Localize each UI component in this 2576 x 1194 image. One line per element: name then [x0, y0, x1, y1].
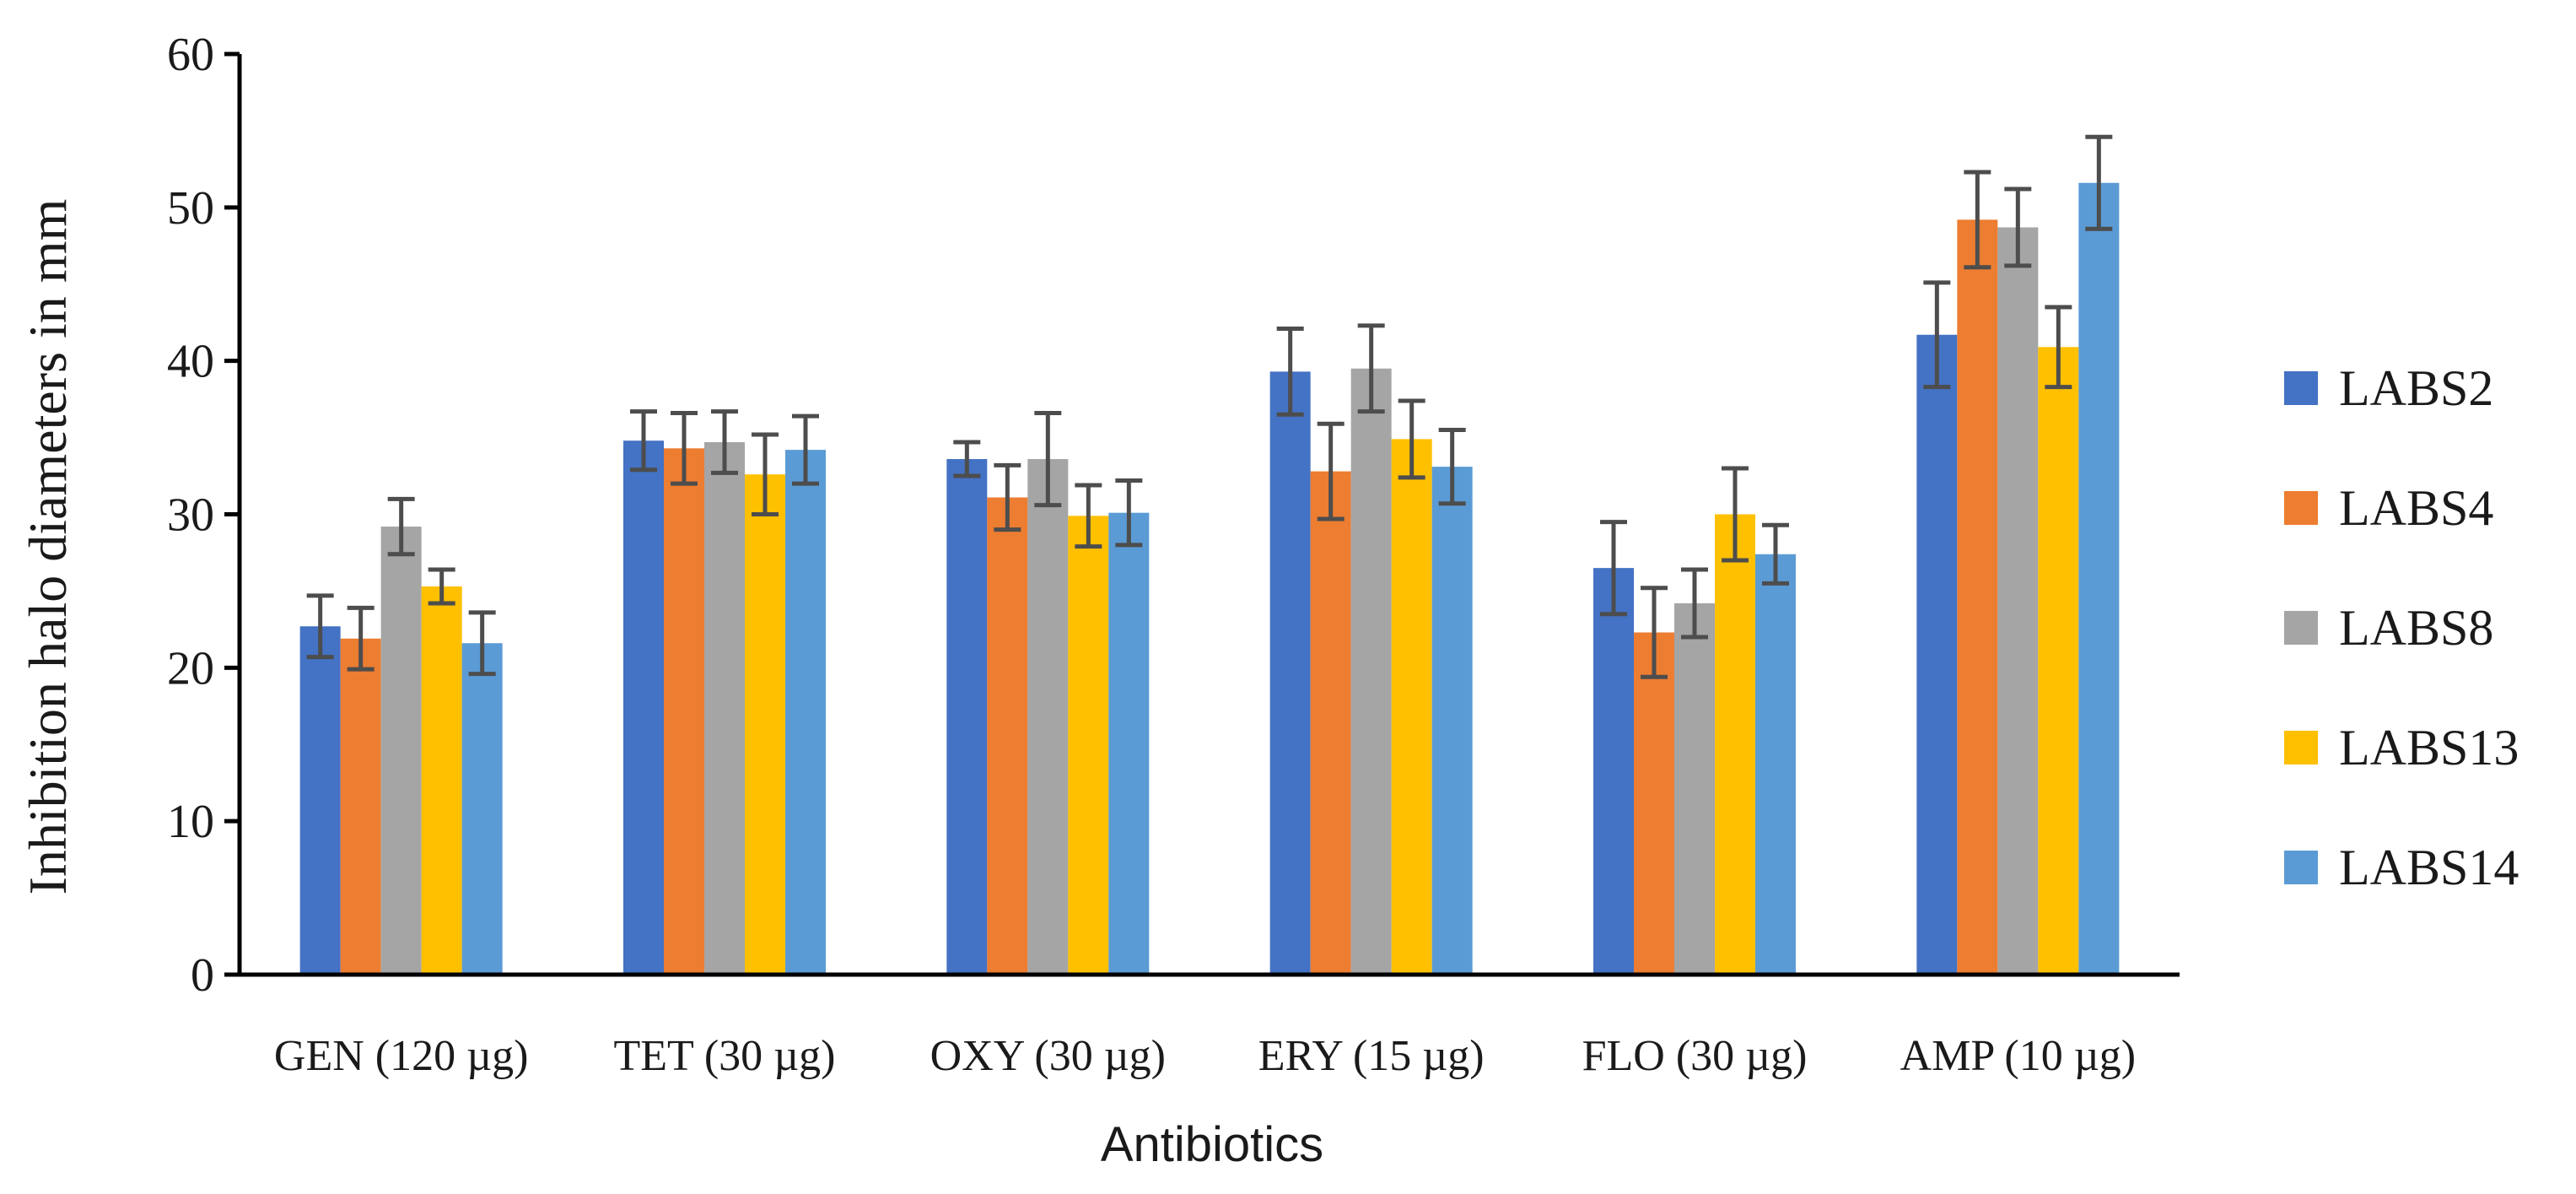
bar-labs13-3: [1068, 516, 1109, 975]
bar-labs8-1: [380, 527, 422, 975]
error-bar-labs13-4: [1398, 398, 1425, 480]
error-bar-labs14-3: [1115, 478, 1143, 548]
error-bar-labs2-6: [1923, 280, 1951, 390]
bars-layer: [299, 182, 2120, 975]
legend-label: LABS13: [2339, 720, 2519, 775]
bar-labs13-1: [421, 586, 462, 975]
y-tick-label: 50: [167, 182, 214, 235]
x-tick-label: TET (30 µg): [614, 1032, 836, 1080]
legend-swatch: [2284, 851, 2318, 884]
bar-labs14-6: [2078, 182, 2120, 975]
error-bars-layer: [306, 134, 2113, 679]
error-bar-labs14-5: [1762, 522, 1789, 586]
bar-labs13-6: [2038, 347, 2079, 975]
y-tick-label: 0: [191, 949, 214, 1002]
y-tick-label: 60: [167, 29, 214, 81]
y-tick-label: 30: [167, 489, 214, 542]
x-axis-title: Antibiotics: [1101, 1117, 1323, 1172]
error-bar-labs4-1: [347, 605, 375, 672]
error-bar-labs2-3: [953, 440, 981, 478]
bar-labs8-5: [1674, 602, 1715, 975]
x-tick-label: AMP (10 µg): [1900, 1032, 2136, 1080]
bar-labs2-4: [1269, 371, 1311, 975]
bar-labs14-5: [1755, 554, 1796, 975]
legend-item-labs13: LABS13: [2284, 720, 2519, 775]
bar-labs4-2: [664, 448, 704, 975]
bar-labs4-3: [987, 497, 1028, 975]
tick-labels-layer: GEN (120 µg) TET (30 µg) OXY (30 µg) ERY (1…: [167, 29, 2136, 1080]
error-bar-labs13-3: [1075, 483, 1102, 549]
error-bar-labs4-5: [1641, 586, 1668, 679]
error-bar-labs8-1: [387, 496, 415, 557]
bar-labs8-6: [1997, 227, 2039, 975]
bar-labs14-1: [461, 643, 503, 975]
error-bar-labs2-2: [630, 409, 657, 473]
bar-labs13-5: [1715, 514, 1755, 975]
legend-label: LABS8: [2339, 600, 2493, 656]
error-bar-labs14-4: [1438, 427, 1466, 506]
bar-labs2-2: [623, 440, 664, 975]
legend-label: LABS2: [2339, 360, 2493, 416]
error-bar-labs2-1: [306, 593, 334, 660]
error-bar-labs2-5: [1600, 520, 1627, 617]
error-bar-labs8-5: [1681, 567, 1708, 640]
legend-label: LABS14: [2339, 840, 2519, 895]
bar-labs2-5: [1593, 568, 1634, 975]
bar-labs4-5: [1634, 632, 1674, 975]
bar-labs14-3: [1108, 512, 1150, 975]
legend-swatch: [2284, 731, 2318, 764]
error-bar-labs4-6: [1964, 170, 1991, 270]
bar-labs4-1: [340, 638, 381, 975]
x-tick-label: FLO (30 µg): [1582, 1032, 1808, 1080]
bar-labs2-1: [299, 626, 341, 975]
legend-item-labs2: LABS2: [2284, 360, 2493, 416]
error-bar-labs13-6: [2045, 305, 2072, 390]
bar-labs8-3: [1027, 459, 1069, 975]
axes-layer: [224, 51, 2180, 977]
error-bar-labs14-6: [2085, 134, 2113, 231]
legend-item-labs8: LABS8: [2284, 600, 2493, 656]
bar-labs8-2: [704, 442, 745, 975]
error-bar-labs13-1: [428, 567, 455, 606]
y-tick-label: 40: [167, 336, 214, 388]
bar-labs2-6: [1916, 334, 1958, 975]
x-tick-label: ERY (15 µg): [1258, 1032, 1485, 1080]
bar-labs8-4: [1350, 368, 1392, 975]
legend-item-labs14: LABS14: [2284, 840, 2519, 895]
legend-swatch: [2284, 491, 2318, 525]
bar-labs13-4: [1391, 439, 1432, 975]
x-tick-label: GEN (120 µg): [274, 1032, 528, 1080]
x-tick-label: OXY (30 µg): [930, 1032, 1166, 1080]
error-bar-labs8-2: [711, 409, 738, 475]
legend: LABS2 LABS4 LABS8 LABS13 LABS14: [2284, 360, 2519, 895]
bar-labs14-4: [1431, 467, 1473, 975]
error-bar-labs8-6: [2004, 186, 2032, 268]
bar-labs13-2: [745, 474, 785, 975]
error-bar-labs13-2: [752, 432, 779, 516]
error-bar-labs14-1: [468, 610, 496, 677]
legend-swatch: [2284, 611, 2318, 645]
error-bar-labs14-2: [792, 413, 819, 486]
error-bar-labs2-4: [1276, 326, 1304, 417]
error-bar-labs4-4: [1317, 421, 1345, 521]
bar-labs4-4: [1310, 471, 1351, 975]
y-axis-title: Inhibition halo diameters in mm: [18, 199, 78, 895]
bar-labs2-3: [946, 459, 988, 975]
y-tick-label: 10: [167, 796, 214, 848]
bar-labs4-6: [1957, 219, 1998, 975]
y-tick-label: 20: [167, 642, 214, 694]
error-bar-labs4-2: [671, 410, 698, 486]
error-bar-labs13-5: [1722, 466, 1749, 563]
legend-item-labs4: LABS4: [2284, 480, 2493, 536]
error-bar-labs8-4: [1357, 323, 1385, 414]
legend-label: LABS4: [2339, 480, 2493, 536]
error-bar-labs8-3: [1034, 410, 1062, 508]
error-bar-labs4-3: [994, 462, 1021, 532]
legend-swatch: [2284, 371, 2318, 405]
bar-labs14-2: [785, 450, 826, 975]
